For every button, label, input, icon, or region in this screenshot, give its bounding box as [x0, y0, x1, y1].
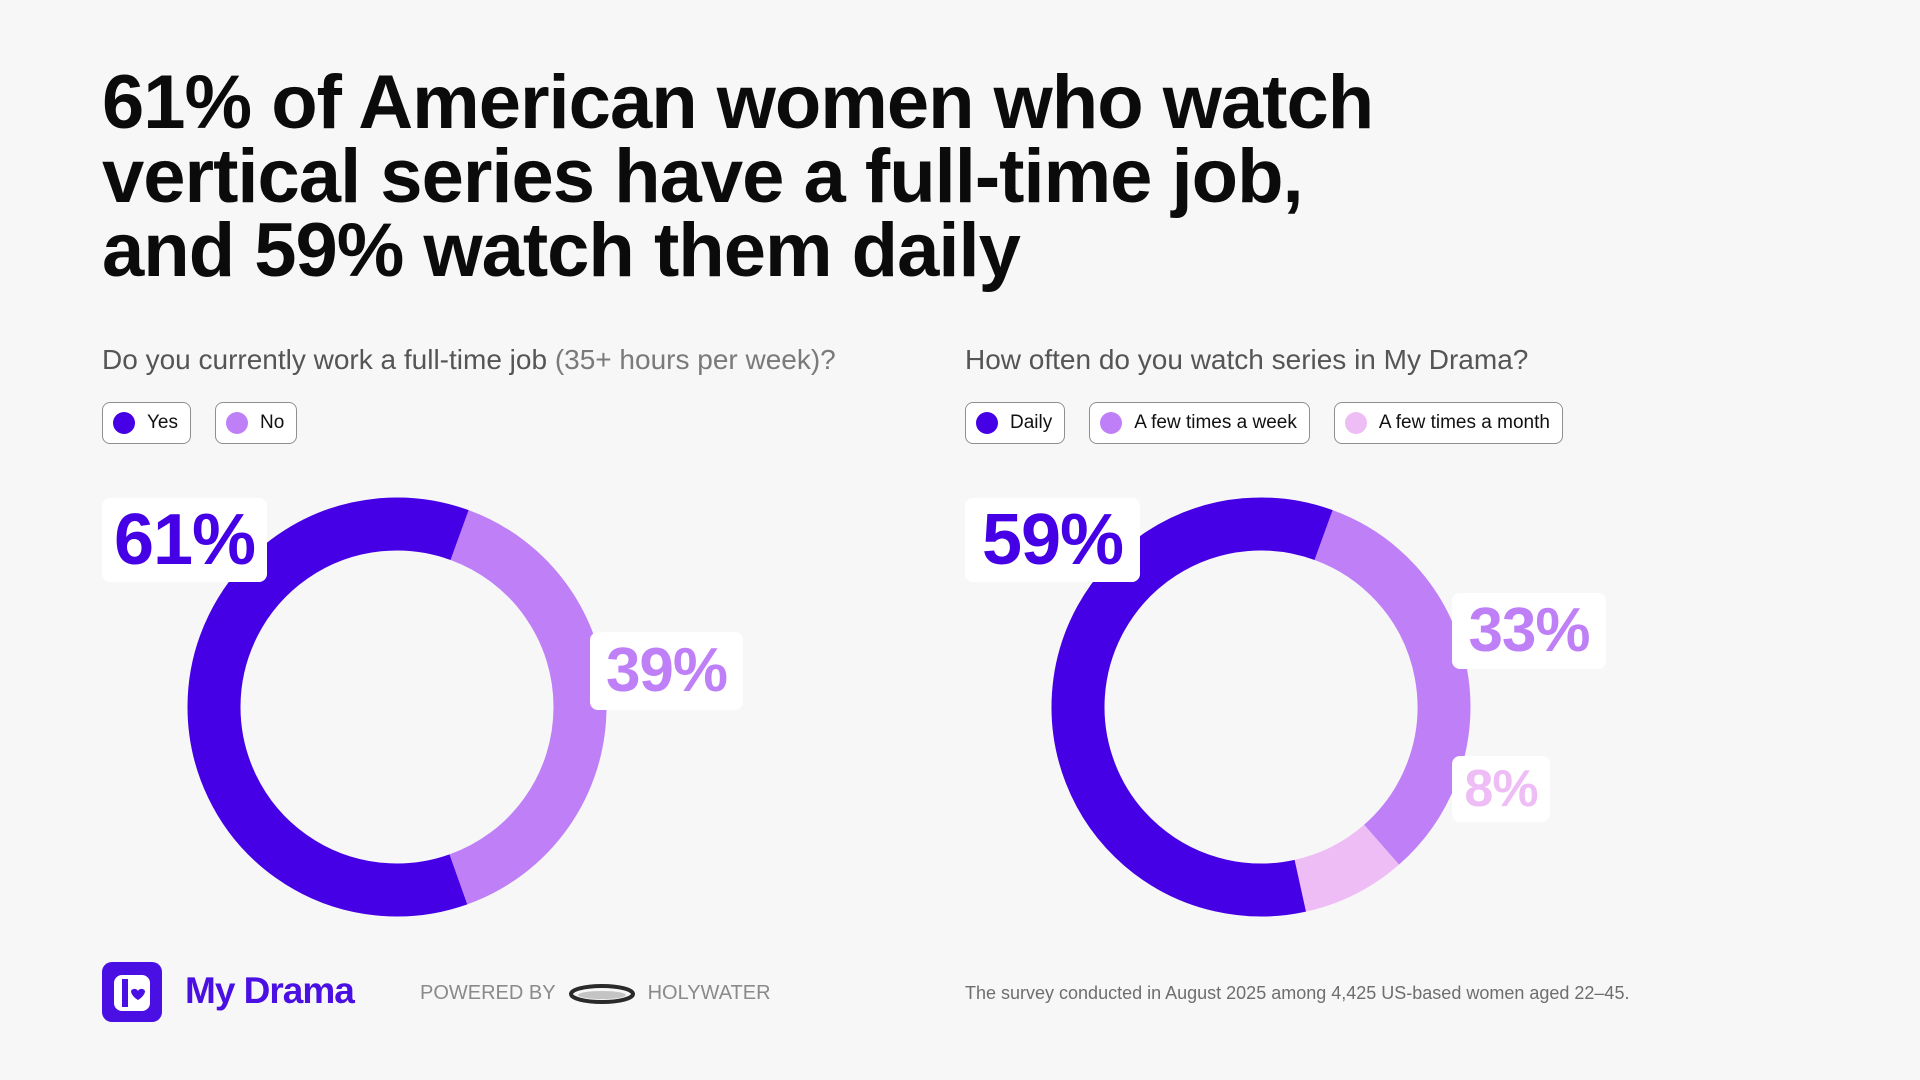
holywater-logo-icon	[568, 983, 635, 1004]
legend-label-daily: Daily	[1010, 412, 1053, 433]
chart2-label-weekly: 33%	[1452, 593, 1606, 669]
donut-segment-monthly	[1293, 824, 1399, 912]
donut-segment-yes	[187, 497, 469, 917]
chart1-question: Do you currently work a full-time job (3…	[102, 344, 836, 376]
legend-item-monthly: A few times a month	[1333, 402, 1563, 444]
chart2-label-monthly: 8%	[1452, 756, 1550, 822]
partner-name: HOLYWATER	[647, 982, 771, 1004]
brand-name: My Drama	[185, 970, 355, 1011]
page-title: 61% of American women who watch vertical…	[102, 60, 1502, 293]
survey-footnote: The survey conducted in August 2025 amon…	[965, 983, 1630, 1003]
chart1-legend: Yes No	[102, 402, 298, 444]
legend-item-weekly: A few times a week	[1089, 402, 1310, 444]
legend-dot-yes	[113, 412, 135, 434]
powered-by-text: POWERED BY	[420, 982, 556, 1004]
donut-segment-daily	[1051, 497, 1333, 917]
chart2-legend: Daily A few times a week A few times a m…	[965, 402, 1563, 444]
chart1-question-main: Do you currently work a full-time job	[102, 344, 548, 375]
my-drama-logo-icon	[102, 962, 162, 1022]
chart1-question-sub: (35+ hours per week)?	[554, 344, 836, 375]
title-line-1: 61% of American women who watch	[102, 60, 1374, 145]
legend-dot-monthly	[1344, 412, 1367, 434]
legend-label-weekly: A few times a week	[1134, 412, 1297, 433]
legend-label-yes: Yes	[147, 412, 178, 433]
legend-dot-no	[226, 412, 248, 434]
legend-item-daily: Daily	[965, 402, 1066, 444]
donut-segment-no	[449, 510, 607, 905]
chart2-label-daily: 59%	[965, 498, 1140, 582]
title-line-3: and 59% watch them daily	[102, 208, 1021, 293]
legend-dot-weekly	[1100, 412, 1123, 434]
donut-segment-weekly	[1314, 510, 1471, 865]
legend-item-no: No	[215, 402, 298, 444]
title-line-2: vertical series have a full-time job,	[102, 134, 1304, 219]
legend-label-no: No	[260, 412, 285, 433]
legend-item-yes: Yes	[102, 402, 191, 444]
chart1-label-yes: 61%	[102, 498, 267, 582]
legend-dot-daily	[976, 412, 998, 434]
chart2-question-main: How often do you watch series in My Dram…	[965, 344, 1529, 375]
chart2-question: How often do you watch series in My Dram…	[965, 344, 1528, 376]
powered-by: POWERED BY HOLYWATER	[420, 982, 771, 1005]
legend-label-monthly: A few times a month	[1378, 412, 1550, 433]
chart1-label-no: 39%	[590, 632, 743, 710]
